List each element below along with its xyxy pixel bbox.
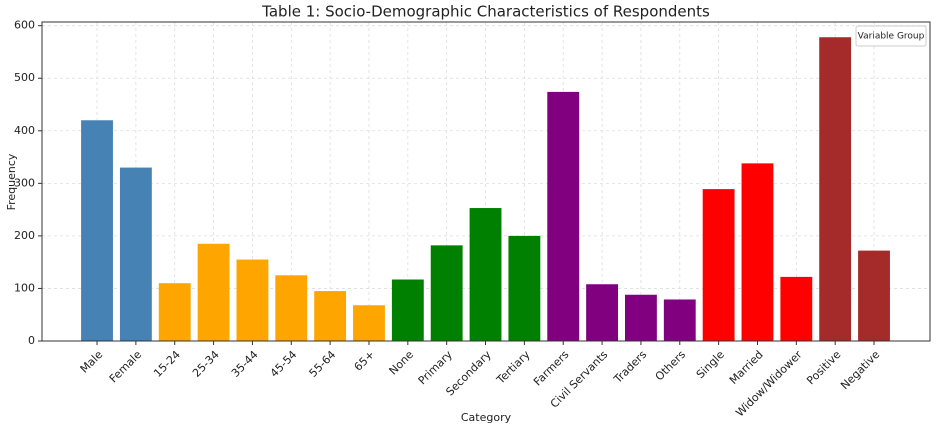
y-tick-label: 300 [14, 176, 35, 189]
x-tick-label: Married [727, 348, 766, 387]
y-axis-label: Frequency [5, 153, 18, 210]
x-tick-label: 65+ [352, 348, 378, 374]
bar [236, 259, 269, 341]
plot-frame [41, 21, 931, 342]
bar [197, 243, 230, 341]
x-tick-label: 35-44 [229, 348, 261, 380]
bar [469, 208, 502, 341]
bar [353, 305, 385, 341]
x-tick-label: Primary [416, 348, 456, 388]
x-tick-label: 55-64 [307, 348, 339, 380]
bar [81, 120, 113, 342]
x-tick-label: None [387, 348, 417, 378]
bar [858, 250, 890, 341]
x-tick-label: 15-24 [151, 348, 183, 380]
y-tick-label: 100 [14, 281, 35, 294]
bar [819, 37, 852, 341]
x-tick-label: Traders [611, 348, 650, 387]
bar [586, 284, 619, 341]
x-tick-label: Tertiary [494, 348, 533, 387]
bar [391, 279, 424, 341]
bar [702, 189, 735, 341]
bar [741, 163, 774, 341]
y-tick-label: 200 [14, 229, 35, 242]
bar [119, 167, 152, 341]
chart-title: Table 1: Socio-Demographic Characteristi… [261, 3, 710, 21]
bar [430, 245, 463, 341]
legend [855, 25, 927, 47]
bar [314, 291, 347, 341]
bar [547, 91, 580, 341]
bar [624, 294, 657, 341]
x-tick-label: 25-34 [190, 348, 222, 380]
y-tick-label: 600 [14, 19, 35, 32]
y-tick-label: 0 [28, 334, 35, 347]
y-tick-label: 500 [14, 71, 35, 84]
x-tick-label: Single [694, 348, 727, 381]
x-tick-label: Female [107, 348, 144, 385]
x-tick-label: 45-54 [268, 348, 300, 380]
bar [780, 276, 813, 341]
bar [275, 275, 308, 341]
y-tick-label: 400 [14, 124, 35, 137]
x-tick-label: Male [78, 348, 106, 376]
x-tick-label: Positive [804, 348, 843, 387]
x-tick-label: Widow/Widower [733, 348, 805, 420]
legend-title: Variable Group [858, 32, 925, 42]
bar [158, 283, 191, 341]
bar [663, 299, 696, 341]
x-axis-label: Category [461, 411, 512, 424]
bar [508, 235, 541, 341]
x-tick-label: Negative [838, 348, 882, 392]
x-tick-label: Others [653, 348, 689, 384]
